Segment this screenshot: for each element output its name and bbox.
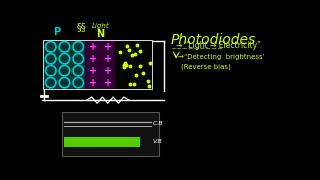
Text: V.B: V.B <box>152 139 162 144</box>
Bar <box>44 41 85 89</box>
Text: → "Light → Electricity": → "Light → Electricity" <box>176 41 260 50</box>
Text: →“Detecting  brightness’: →“Detecting brightness’ <box>178 54 265 60</box>
Bar <box>62 112 159 156</box>
Text: +: + <box>104 42 112 52</box>
Bar <box>85 41 116 89</box>
Text: P: P <box>53 27 60 37</box>
Text: Light: Light <box>92 23 110 29</box>
Text: +: + <box>89 54 97 64</box>
Text: +: + <box>104 54 112 64</box>
Bar <box>64 137 140 147</box>
Text: N: N <box>96 29 104 39</box>
Bar <box>44 41 152 89</box>
Text: C.B: C.B <box>152 121 163 126</box>
Text: +: + <box>104 78 112 88</box>
Text: ~~~~~~~~~: ~~~~~~~~~ <box>170 46 223 52</box>
Text: (Reverse bias): (Reverse bias) <box>181 63 231 70</box>
Text: +: + <box>89 42 97 52</box>
Text: Photodiodes: Photodiodes <box>170 33 255 47</box>
Text: +: + <box>89 66 97 76</box>
Text: +: + <box>89 78 97 88</box>
Bar <box>116 41 152 89</box>
Text: §§: §§ <box>76 22 86 32</box>
Text: +: + <box>104 66 112 76</box>
